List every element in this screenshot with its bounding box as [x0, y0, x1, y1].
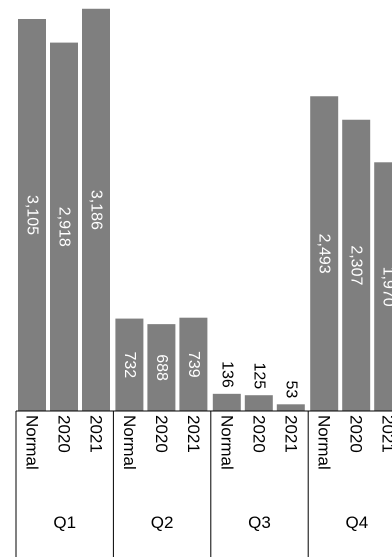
value-label-q1-normal: 3,105	[24, 195, 41, 235]
tick-label-q3-2020: 2020	[249, 415, 268, 453]
bar-q4-normal	[310, 96, 339, 411]
bar-q1-2020	[50, 42, 78, 411]
bar-q1-normal	[18, 18, 46, 412]
tick-label-q4-2021: 2021	[379, 415, 392, 453]
bar-q2-2021	[179, 317, 208, 411]
bar-q4-2021	[374, 162, 392, 411]
tick-label-q3-normal: Normal	[217, 415, 236, 470]
tick-label-q2-normal: Normal	[120, 415, 139, 470]
value-label-q4-normal: 2,493	[316, 234, 333, 274]
tick-label-q4-2020: 2020	[347, 415, 366, 453]
value-label-q1-2020: 2,918	[56, 207, 73, 247]
tick-label-q1-2020: 2020	[55, 415, 74, 453]
bar-q2-2020	[147, 324, 176, 411]
value-label-q3-2020: 125	[250, 363, 267, 390]
bar-q4-2020	[342, 119, 371, 412]
bar-q2-normal	[115, 318, 144, 411]
group-label-q3: Q3	[248, 513, 271, 532]
bar-q3-2021	[276, 404, 305, 411]
tick-label-q3-2021: 2021	[281, 415, 300, 453]
value-label-q2-2020: 688	[153, 354, 170, 381]
value-label-q2-normal: 732	[121, 351, 138, 378]
tick-label-q4-normal: Normal	[315, 415, 334, 470]
group-label-q4: Q4	[346, 513, 369, 532]
value-label-q1-2021: 3,186	[88, 190, 105, 230]
value-label-q4-2020: 2,307	[348, 245, 365, 285]
group-label-q2: Q2	[151, 513, 174, 532]
value-label-q4-2021: 1,970	[380, 267, 392, 307]
tick-label-q2-2020: 2020	[152, 415, 171, 453]
tick-label-q1-2021: 2021	[87, 415, 106, 453]
bar-q3-2020	[244, 395, 273, 411]
value-label-q3-2021: 53	[282, 381, 299, 399]
tick-label-q2-2021: 2021	[184, 415, 203, 453]
bar-q3-normal	[212, 393, 241, 411]
group-label-q1: Q1	[53, 513, 76, 532]
tick-label-q1-normal: Normal	[23, 415, 42, 470]
bar-q1-2021	[82, 8, 110, 412]
value-label-q3-normal: 136	[218, 361, 235, 388]
value-label-q2-2021: 739	[185, 351, 202, 378]
